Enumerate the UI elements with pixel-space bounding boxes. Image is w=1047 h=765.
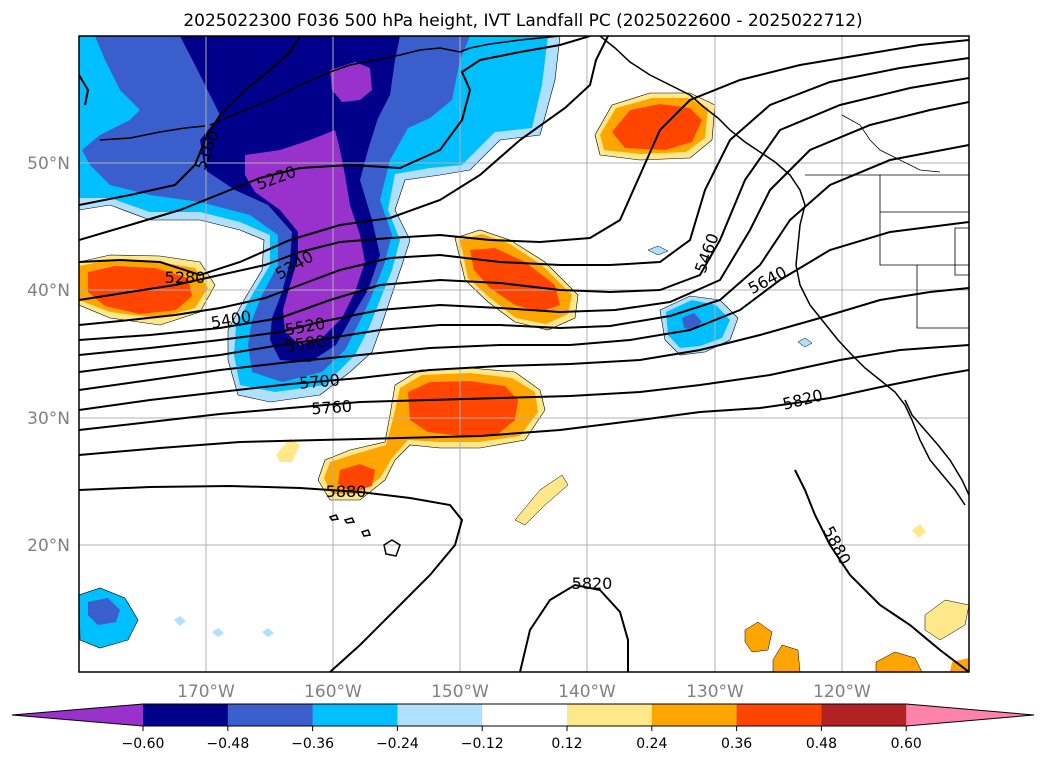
positive-small-se4 [875, 651, 923, 672]
positive-small-se1 [912, 524, 926, 538]
lat-label: 30°N [27, 409, 70, 429]
positive-small-se5 [924, 599, 969, 641]
positive-region-center-0p36 [470, 248, 560, 312]
colorbar-segment [482, 704, 568, 726]
colorbar-tick-label: −0.24 [376, 736, 419, 752]
panhandle-coast [599, 36, 806, 206]
positive-small-1 [276, 438, 300, 462]
colorbar-segment [227, 704, 314, 726]
lon-label: 130°W [686, 682, 744, 702]
lon-label: 170°W [177, 682, 235, 702]
contour-5640 [79, 221, 969, 391]
negative-dot-2 [212, 628, 224, 637]
colorbar-tick-label: −0.60 [122, 736, 165, 752]
colorbar-tick-label: 0.48 [806, 736, 837, 752]
negative-region-0p60b [330, 62, 372, 102]
contour-small-north [79, 74, 90, 106]
contour-5460 [79, 77, 969, 341]
figure-title: 2025022300 F036 500 hPa height, IVT Land… [183, 11, 862, 31]
map-panel: 5160 5220 5280 5340 5400 5520 5580 5460 … [78, 35, 970, 673]
contour-5340 [79, 39, 969, 301]
lon-label: 140°W [558, 682, 616, 702]
colorbar-segment [143, 704, 229, 726]
positive-region-south-0p36b [338, 464, 375, 492]
contour-5160 [79, 36, 301, 206]
colorbar-segment [821, 704, 907, 726]
us-west-coast [795, 204, 966, 506]
baja-coast [904, 399, 969, 496]
negative-dot-coast [797, 337, 813, 348]
hawaii-3 [343, 517, 356, 524]
contour-5280 [79, 36, 609, 277]
contour-label: 5280 [165, 268, 206, 287]
colorbar-tick-label: 0.12 [551, 736, 582, 752]
hawaii-1 [383, 539, 401, 557]
contour-label: 5880 [326, 482, 367, 501]
colorbar-tick-label: −0.36 [291, 736, 334, 752]
state-borders [879, 175, 969, 329]
aleutians [99, 125, 206, 141]
contour-5400 [79, 57, 969, 326]
contour-5760 [79, 344, 969, 431]
colorbar-tick-label: 0.60 [891, 736, 922, 752]
colorbar-tick-label: −0.48 [206, 736, 249, 752]
latitude-labels: 50°N 40°N 30°N 20°N [27, 154, 70, 556]
colorbar-segment [736, 704, 822, 726]
hawaii-2 [360, 529, 372, 537]
positive-small-se2 [744, 621, 773, 653]
lon-label: 150°W [431, 682, 489, 702]
contour-5820-south [519, 583, 629, 672]
negative-dot-mid [647, 245, 669, 256]
positive-region-south-0p36 [408, 381, 518, 436]
positive-region-alaska-0p36 [612, 104, 702, 150]
lat-label: 20°N [27, 536, 70, 556]
contour-label: 5700 [298, 370, 340, 392]
colorbar-segment [567, 704, 653, 726]
colorbar-extend-low [12, 704, 143, 726]
colorbar-segment [651, 704, 738, 726]
contour-5820 [79, 369, 969, 456]
contour-5700 [79, 287, 969, 411]
colorbar-extend-high [906, 704, 1034, 726]
lon-label: 160°W [304, 682, 362, 702]
hawaii-4 [328, 514, 340, 521]
colorbar-segment [312, 704, 398, 726]
colorbar-tick-label: 0.24 [636, 736, 667, 752]
negative-small-sw-core [88, 598, 120, 625]
lon-label: 120°W [813, 682, 871, 702]
lat-label: 40°N [27, 281, 70, 301]
longitude-labels: 170°W 160°W 150°W 140°W 130°W 120°W [177, 682, 871, 702]
positive-diagonal [514, 474, 569, 526]
colorbar-tick-label: −0.12 [461, 736, 504, 752]
negative-dot-3 [262, 628, 274, 637]
lat-lon-grid [79, 36, 969, 672]
lat-label: 50°N [27, 154, 70, 174]
height-contours [79, 36, 969, 672]
colorbar: −0.60 −0.48 −0.36 −0.24 −0.12 0.12 0.24 0.36 0.4… [11, 703, 1035, 752]
negative-region-130w-center [682, 313, 702, 330]
contour-5580 [79, 144, 969, 373]
coastlines [99, 36, 969, 557]
contour-5880-east [794, 469, 969, 672]
negative-dot-1 [174, 616, 186, 626]
negative-region-0p60 [245, 130, 365, 345]
positive-small-se3 [772, 644, 801, 672]
colorbar-tick-label: 0.36 [721, 736, 752, 752]
contour-label: 5760 [311, 397, 353, 419]
contour-5880 [79, 484, 464, 672]
contour-label: 5820 [572, 574, 613, 593]
map-frame [78, 35, 970, 673]
colorbar-segment [397, 704, 483, 726]
bc-inland [841, 114, 941, 173]
contour-5520 [79, 101, 969, 356]
alaska-coast [209, 36, 561, 126]
contour-5220 [79, 36, 591, 241]
